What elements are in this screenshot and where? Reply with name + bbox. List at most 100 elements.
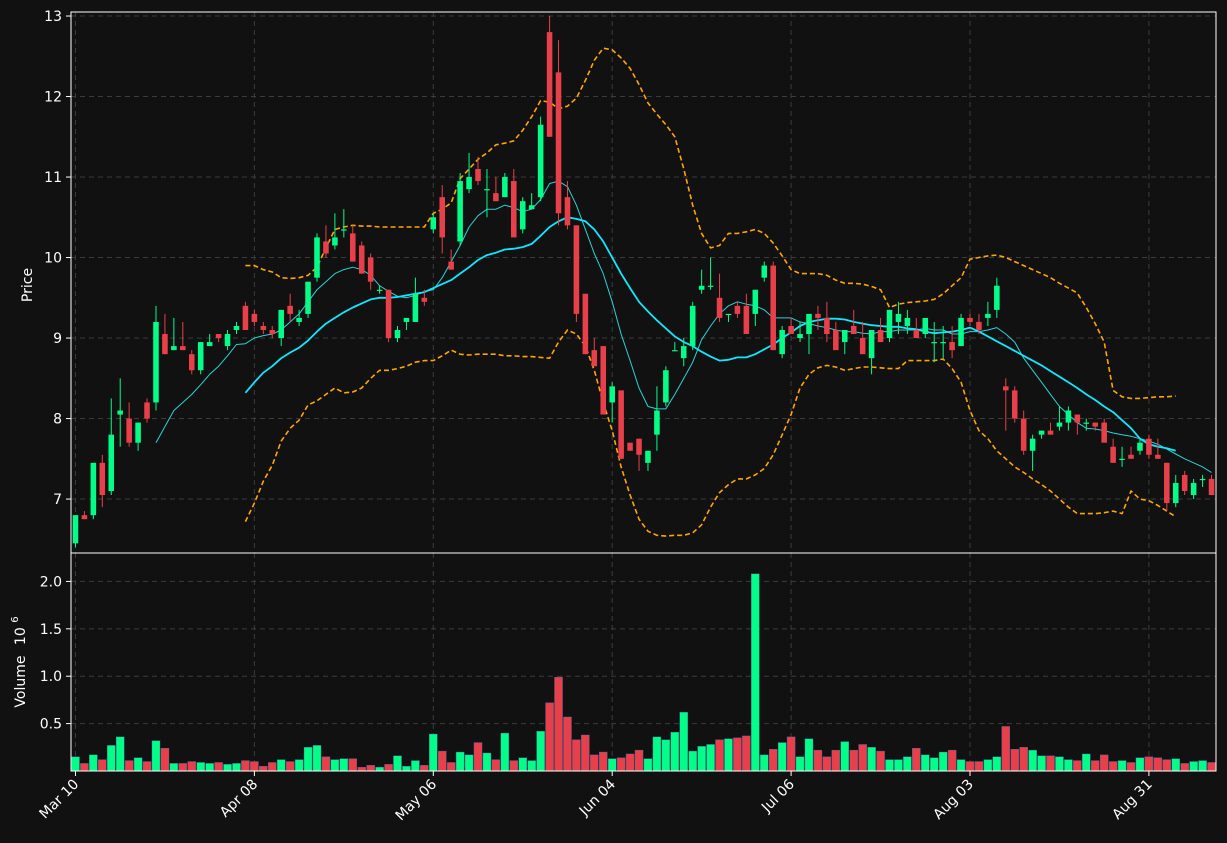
candle-body bbox=[743, 305, 750, 335]
volume-bar bbox=[142, 761, 152, 772]
volume-bar bbox=[384, 764, 393, 772]
volume-bar bbox=[697, 746, 706, 772]
volume-bar bbox=[1108, 761, 1118, 772]
candle-body bbox=[493, 193, 499, 202]
candle-body bbox=[430, 217, 437, 230]
volume-bar bbox=[1082, 753, 1091, 772]
candle-body bbox=[287, 305, 293, 314]
candle-body bbox=[788, 325, 794, 335]
volume-bar bbox=[1189, 761, 1198, 772]
volume-bar bbox=[375, 767, 384, 772]
candle-body bbox=[725, 313, 732, 316]
volume-bar bbox=[822, 756, 832, 772]
candle-body bbox=[833, 329, 839, 351]
svg-text:Volume 10 6: Volume 10 6 bbox=[10, 616, 29, 707]
candle-body bbox=[564, 197, 571, 226]
volume-bar bbox=[80, 763, 89, 772]
volume-bar bbox=[956, 759, 966, 772]
volume-bar bbox=[768, 749, 778, 772]
volume-bar bbox=[760, 754, 769, 772]
candle-body bbox=[1137, 442, 1143, 451]
candle-body bbox=[421, 297, 428, 302]
candle-body bbox=[591, 350, 598, 367]
volume-bar bbox=[831, 749, 841, 772]
candle-body bbox=[466, 177, 472, 190]
volume-bar bbox=[89, 754, 98, 772]
candle-body bbox=[1065, 410, 1072, 423]
volume-bar bbox=[876, 750, 885, 772]
price-axis-ticks: 7 8 9 10 11 12 13 bbox=[44, 9, 71, 508]
volume-bar bbox=[670, 731, 680, 772]
candle-body bbox=[994, 285, 1000, 310]
candle-body bbox=[350, 233, 356, 262]
volume-bar bbox=[160, 748, 170, 772]
volume-bar bbox=[241, 760, 250, 772]
volume-bar bbox=[1171, 758, 1180, 772]
candle-body bbox=[877, 329, 884, 343]
candle-body bbox=[332, 237, 338, 246]
candle-body bbox=[448, 261, 454, 270]
volume-bar bbox=[482, 752, 492, 772]
volume-bar bbox=[98, 759, 107, 772]
volume-bar bbox=[509, 760, 519, 772]
volume-bar bbox=[491, 759, 501, 772]
volume-bar bbox=[858, 744, 867, 772]
volume-bar bbox=[205, 763, 214, 772]
volume-bar bbox=[1028, 749, 1037, 772]
candle-body bbox=[958, 317, 964, 347]
candle-body bbox=[922, 317, 929, 335]
candle-body bbox=[716, 297, 723, 318]
volume-bar bbox=[357, 767, 366, 772]
candle-body bbox=[734, 305, 741, 314]
candle-body bbox=[412, 293, 419, 322]
volume-bar bbox=[438, 750, 447, 772]
volume-bar bbox=[733, 737, 742, 772]
candle-body bbox=[162, 334, 168, 355]
candle-body bbox=[171, 346, 177, 351]
candle-body bbox=[913, 329, 920, 339]
volume-bar bbox=[196, 762, 205, 772]
volume-bar bbox=[187, 761, 196, 772]
volume-bar bbox=[411, 760, 420, 772]
candle-body bbox=[314, 237, 320, 278]
candle-body bbox=[931, 342, 937, 344]
candle-body bbox=[654, 410, 660, 435]
volume-bar bbox=[599, 751, 608, 772]
candle-body bbox=[126, 418, 132, 443]
candle-body bbox=[689, 305, 696, 347]
moving-averages bbox=[155, 180, 1212, 473]
candle-body bbox=[1074, 414, 1081, 423]
volume-tick-label: 2.0 bbox=[40, 574, 62, 590]
volume-bar bbox=[402, 766, 411, 772]
candle-body bbox=[90, 462, 97, 516]
volume-bar bbox=[715, 739, 724, 772]
candle-body bbox=[555, 72, 562, 214]
candle-body bbox=[251, 313, 258, 322]
volume-bar bbox=[393, 755, 402, 772]
volume-bar bbox=[804, 738, 814, 772]
volume-bar bbox=[1135, 757, 1145, 772]
candle-body bbox=[376, 289, 383, 291]
candle-body bbox=[296, 317, 302, 322]
volume-bar bbox=[885, 759, 894, 772]
volume-bar bbox=[259, 766, 268, 772]
candle-body bbox=[135, 422, 141, 443]
candle-body bbox=[1119, 458, 1125, 461]
volume-axis-label: Volume 10 6 bbox=[10, 616, 29, 707]
candle-body bbox=[770, 265, 776, 351]
volume-bar bbox=[849, 749, 858, 772]
volume-bar bbox=[1064, 759, 1073, 772]
volume-bar bbox=[795, 756, 805, 772]
candle-body bbox=[475, 168, 481, 182]
candle-body bbox=[636, 438, 642, 455]
candle-body bbox=[967, 317, 973, 322]
candle-body bbox=[582, 293, 589, 355]
candle-body bbox=[403, 317, 410, 322]
volume-bar bbox=[312, 745, 322, 772]
volume-bar bbox=[178, 763, 188, 772]
volume-bar bbox=[1010, 749, 1019, 772]
volume-bar bbox=[581, 734, 590, 772]
volume-bar bbox=[679, 712, 688, 772]
candle-body bbox=[519, 201, 526, 230]
